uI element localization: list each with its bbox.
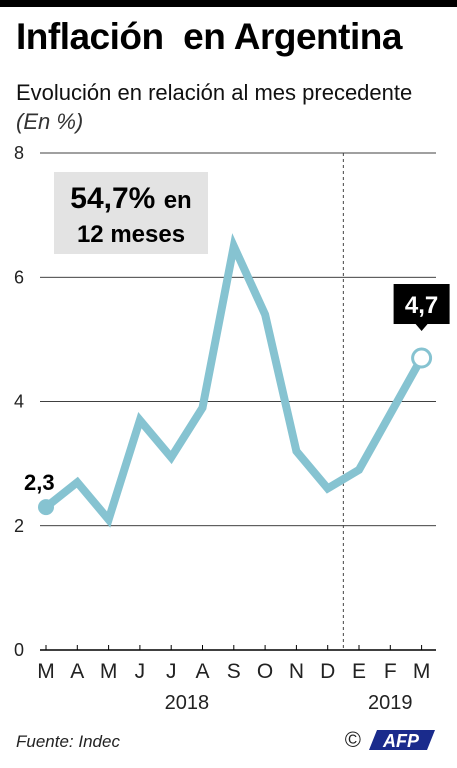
start-point-marker xyxy=(38,499,54,516)
summary-callout xyxy=(54,172,208,254)
x-tick-label: J xyxy=(166,660,177,683)
data-point xyxy=(138,419,141,422)
x-tick-label: F xyxy=(384,660,397,683)
top-rule xyxy=(0,0,457,7)
data-point xyxy=(295,450,298,453)
afp-logo-text: AFP xyxy=(382,731,420,751)
data-point xyxy=(326,487,329,490)
unit-label: (En %) xyxy=(16,109,84,134)
data-point xyxy=(358,468,360,471)
subtitle-text: Evolución en relación al mes precedente xyxy=(16,80,413,105)
copyright-symbol: © xyxy=(344,727,361,752)
x-tick-label: M xyxy=(37,660,55,683)
data-point xyxy=(264,313,267,316)
series-line xyxy=(43,233,426,528)
y-tick-label-6: 6 xyxy=(14,267,24,287)
summary-value: 54,7% xyxy=(70,182,163,215)
data-point xyxy=(232,245,235,248)
end-point-marker xyxy=(411,347,433,369)
x-tick-label: J xyxy=(135,660,146,683)
y-tick-label-2: 2 xyxy=(14,516,24,536)
summary-callout-line1: 54,7% en xyxy=(70,182,191,215)
chart-title: Inflación en Argentina xyxy=(16,16,402,57)
x-tick-label: M xyxy=(413,660,431,683)
data-point xyxy=(389,412,392,415)
point-label-end-pointer xyxy=(415,324,428,332)
afp-logo-shape xyxy=(369,730,435,750)
source-note: Fuente: Indec xyxy=(16,732,120,751)
x-tick-label: A xyxy=(195,660,209,683)
data-point xyxy=(76,481,79,484)
data-point xyxy=(201,406,204,409)
data-point xyxy=(170,456,173,459)
y-tick-label-4: 4 xyxy=(14,392,24,412)
x-tick-label: M xyxy=(100,660,118,683)
credit: © AFP xyxy=(345,726,437,754)
y-tick-label-8: 8 xyxy=(14,143,24,163)
year-label-2018: 2018 xyxy=(165,692,210,714)
x-tick-label: E xyxy=(352,660,366,683)
x-tick-label: N xyxy=(289,660,304,683)
summary-callout-line2: 12 meses xyxy=(77,221,185,248)
y-tick-label-0: 0 xyxy=(14,640,24,660)
year-label-2019: 2019 xyxy=(368,692,413,714)
x-tick-label: D xyxy=(320,660,335,683)
x-tick-label: S xyxy=(227,660,241,683)
data-point xyxy=(107,518,110,521)
point-label-start: 2,3 xyxy=(24,470,55,495)
chart-subtitle: Evolución en relación al mes precedente … xyxy=(16,78,436,136)
point-label-end: 4,7 xyxy=(405,292,438,319)
afp-logo: AFP xyxy=(369,730,435,751)
summary-text-en: en xyxy=(164,187,192,214)
x-tick-label: A xyxy=(70,660,84,683)
x-tick-label: O xyxy=(257,660,273,683)
point-label-end-box xyxy=(393,284,450,325)
